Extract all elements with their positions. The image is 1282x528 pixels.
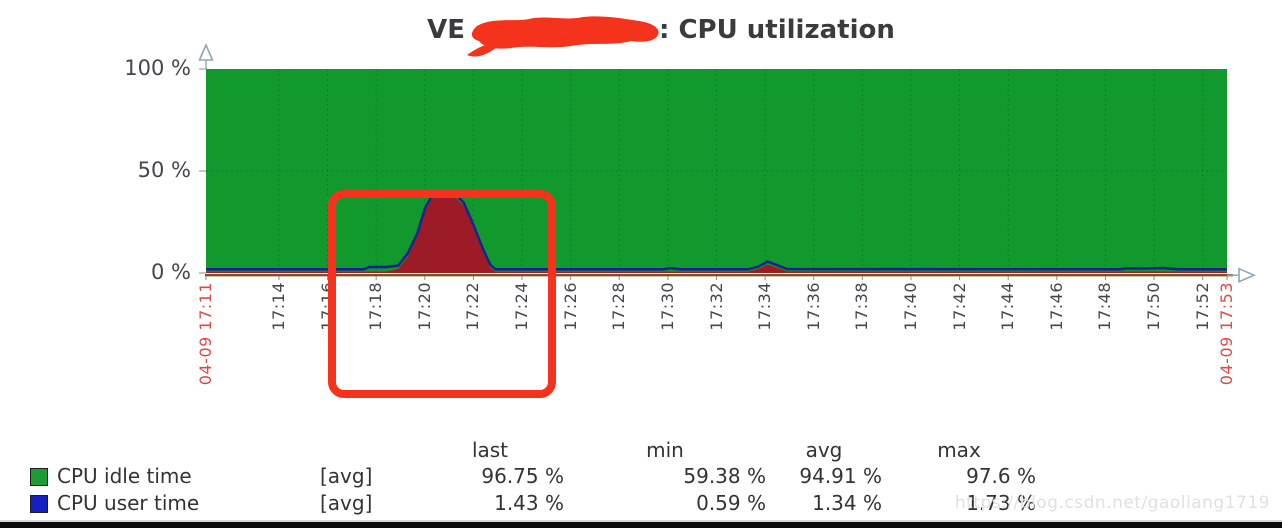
legend-stat-max: 97.6 % (966, 464, 1036, 488)
legend-stat-max: 1.73 % (966, 491, 1036, 515)
legend-series-function: [avg] (320, 464, 373, 488)
legend-series-name: CPU user time (57, 491, 200, 515)
legend-stat-min: 59.38 % (683, 464, 766, 488)
legend-color-swatch-icon (30, 468, 48, 486)
x-axis-date-label: 04-09 17:53 (1217, 282, 1236, 386)
x-axis-date-label: 04-09 17:11 (196, 282, 215, 386)
x-axis-label: 17:14 (268, 282, 288, 331)
red-highlight-box (328, 190, 556, 398)
spike-area (206, 195, 1227, 273)
x-axis-label: 17:42 (949, 282, 969, 331)
legend-header-avg: avg (805, 438, 843, 462)
bottom-divider (0, 520, 1282, 522)
user-time-line (206, 191, 1227, 271)
legend-series-function: [avg] (320, 491, 373, 515)
x-axis-label: 17:26 (560, 282, 580, 331)
legend-header-max: max (937, 438, 981, 462)
x-axis-arrow-icon (1238, 267, 1257, 283)
legend-stat-avg: 1.34 % (812, 491, 882, 515)
x-axis-label: 17:30 (657, 282, 677, 331)
legend-stat-last: 1.43 % (494, 491, 564, 515)
bottom-black-bar (0, 522, 1282, 528)
watermark-text: https://blog.csdn.net/gaoliang1719 (954, 493, 1270, 513)
x-axis-label: 17:34 (755, 282, 775, 331)
title-suffix: : CPU utilization (659, 15, 895, 45)
x-axis-label: 17:36 (803, 282, 823, 331)
x-axis-label: 17:52 (1192, 282, 1212, 331)
legend-series-entry: CPU user time (30, 491, 320, 515)
legend-stat-last: 96.75 % (481, 464, 564, 488)
legend-series-entry: CPU idle time (30, 464, 320, 488)
legend-color-swatch-icon (30, 495, 48, 513)
legend-series-name: CPU idle time (57, 464, 192, 488)
x-axis-label: 17:28 (609, 282, 629, 331)
x-axis-label: 17:48 (1095, 282, 1115, 331)
y-axis-label: 100 % (124, 56, 191, 80)
x-axis-label: 17:44 (998, 282, 1018, 331)
legend-header-min: min (646, 438, 684, 462)
chart-title: VE : CPU utilization (0, 12, 1282, 57)
legend-header-last: last (471, 438, 509, 462)
x-axis-label: 17:38 (852, 282, 872, 331)
x-axis-label: 17:50 (1144, 282, 1164, 331)
redaction-scribble (467, 16, 659, 57)
x-axis-label: 17:40 (900, 282, 920, 331)
title-prefix: VE (427, 15, 466, 45)
x-axis-label: 17:46 (1046, 282, 1066, 331)
y-axis-label: 0 % (151, 260, 191, 284)
y-axis-label: 50 % (137, 158, 191, 182)
x-axis-label: 17:32 (706, 282, 726, 331)
y-axis-arrow-icon (198, 42, 214, 61)
legend-stat-avg: 94.91 % (799, 464, 882, 488)
legend-stat-min: 0.59 % (696, 491, 766, 515)
